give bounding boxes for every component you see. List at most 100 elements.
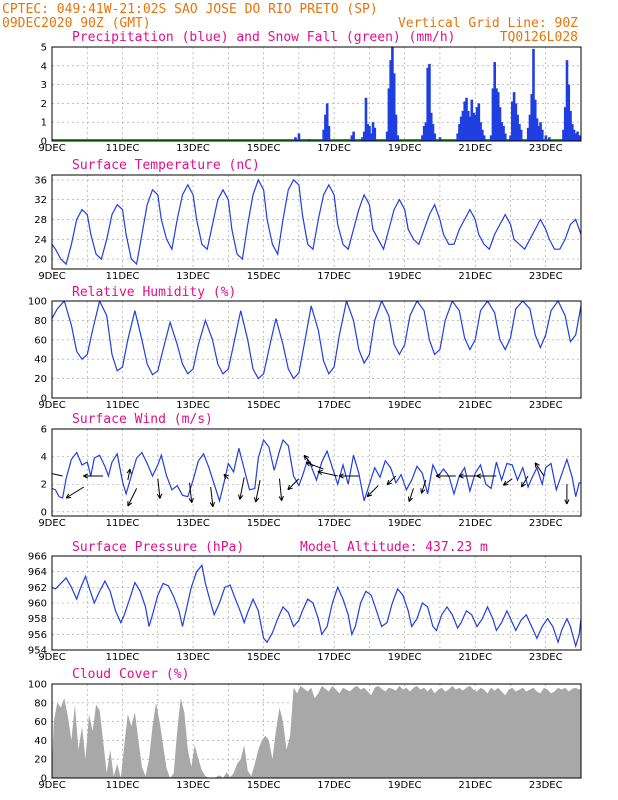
precipitation-bar: [526, 127, 530, 141]
cloud-cover-ytick-label: 20: [34, 755, 47, 766]
precipitation-bar: [371, 122, 375, 141]
precipitation-xtick-label: 19DEC: [388, 143, 422, 154]
header-model-id: TQ0126L028: [500, 30, 578, 45]
pressure-ytick-label: 962: [28, 583, 47, 594]
pressure-ytick-label: 954: [28, 646, 47, 657]
temperature-title: Surface Temperature (nC): [72, 158, 260, 173]
precipitation-panel: 0 1 2 3 4 5 9DEC 11DEC 13DEC 15DEC 17DEC 19DEC 21DEC…: [38, 30, 582, 154]
cloud-cover-area: [52, 685, 581, 778]
wind-arrow-head: [420, 488, 426, 494]
wind-arrow-head: [476, 473, 482, 479]
wind-arrow-head: [156, 493, 163, 499]
header-station-line: CPTEC: 049:41W-21:02S SAO JOSE DO RIO PR…: [2, 2, 378, 17]
humidity-panel: 0 20 40 60 80 100 9DEC 11DEC 13DEC 15DEC 17DEC 19DE…: [28, 285, 582, 411]
wind-arrow: [408, 488, 414, 502]
wind-arrow-head: [502, 480, 509, 486]
precipitation-xtick-label: 15DEC: [247, 143, 281, 154]
wind-arrow-head: [65, 493, 72, 499]
wind-xtick-label: 15DEC: [247, 518, 281, 529]
precipitation-bar: [459, 116, 463, 141]
precipitation-bar: [477, 103, 481, 141]
cloud-cover-xtick-label: 9DEC: [38, 780, 65, 791]
pressure-xtick-label: 21DEC: [458, 652, 492, 663]
precipitation-bar: [324, 114, 327, 141]
pressure-ytick-label: 958: [28, 614, 47, 625]
wind-arrow: [127, 488, 138, 507]
precipitation-bar: [297, 133, 301, 141]
wind-arrow-head: [338, 473, 344, 479]
wind-arrow: [52, 473, 63, 477]
pressure-line: [52, 564, 581, 649]
temperature-ytick-label: 28: [34, 215, 47, 226]
precipitation-bar: [431, 124, 435, 141]
wind-arrow-head: [317, 469, 323, 476]
wind-ytick-label: 0: [41, 507, 47, 518]
precipitation-bar: [391, 47, 394, 141]
pressure-xtick-label: 15DEC: [247, 652, 281, 663]
precipitation-bar: [528, 114, 532, 141]
precipitation-xtick-label: 23DEC: [529, 143, 563, 154]
wind-xtick-label: 13DEC: [176, 518, 210, 529]
humidity-ytick-label: 40: [34, 355, 47, 366]
wind-arrow: [65, 486, 85, 499]
precipitation-bar: [563, 107, 567, 141]
temperature-xtick-label: 19DEC: [388, 271, 422, 282]
wind-arrow: [239, 477, 245, 500]
precipitation-ytick-label: 4: [41, 61, 47, 72]
precipitation-bar: [368, 125, 371, 141]
cloud-cover-ytick-label: 60: [34, 717, 47, 728]
wind-xtick-label: 11DEC: [106, 518, 140, 529]
precipitation-bar: [574, 133, 578, 141]
precipitation-bar: [461, 110, 465, 141]
cloud-cover-ytick-label: 80: [34, 698, 47, 709]
precipitation-bar: [422, 125, 426, 141]
precipitation-bar: [565, 60, 569, 141]
wind-arrow: [127, 468, 131, 481]
temperature-xtick-label: 13DEC: [176, 271, 210, 282]
wind-arrow: [210, 486, 214, 507]
wind-arrow-head: [188, 497, 194, 503]
humidity-ytick-label: 80: [34, 316, 47, 327]
precipitation-bar: [421, 135, 424, 141]
temperature-line: [52, 178, 581, 266]
precipitation-bar: [308, 139, 311, 141]
precipitation-bar: [576, 131, 579, 141]
precipitation-bar: [394, 114, 398, 141]
precipitation-bar: [389, 60, 392, 141]
precipitation-bar: [500, 122, 504, 141]
humidity-xtick-label: 13DEC: [176, 400, 210, 411]
pressure-xtick-label: 19DEC: [388, 652, 422, 663]
cloud-cover-xtick-label: 15DEC: [247, 780, 281, 791]
cloud-cover-ytick-label: 100: [28, 680, 47, 691]
precipitation-bar: [428, 63, 431, 141]
precipitation-frame: [51, 46, 582, 142]
precipitation-bar: [429, 112, 433, 141]
precipitation-bar: [519, 129, 523, 141]
precipitation-bar: [327, 125, 331, 141]
precipitation-xtick-label: 9DEC: [38, 143, 65, 154]
wind-arrow-head: [127, 500, 133, 507]
wind-arrow: [305, 461, 324, 470]
pressure-panel: 954 956 958 960 962 964 966 9DEC 11DEC 13DEC 15DEC…: [28, 540, 582, 663]
header-grid-line-note: Vertical Grid Line: 90Z: [398, 16, 578, 31]
wind-ytick-label: 6: [41, 425, 47, 436]
wind-arrow: [420, 479, 427, 494]
cloud-cover-ytick-label: 40: [34, 736, 47, 747]
precipitation-bar: [496, 92, 500, 141]
wind-arrow-head: [303, 454, 309, 461]
precipitation-plot-area: [52, 47, 581, 141]
precipitation-bar: [352, 131, 355, 141]
precipitation-bar: [511, 101, 514, 141]
precipitation-bar: [470, 99, 474, 141]
pressure-ytick-label: 960: [28, 599, 47, 610]
wind-arrow: [255, 479, 261, 503]
precipitation-ytick-label: 1: [41, 118, 47, 129]
pressure-ytick-label: 964: [28, 567, 47, 578]
humidity-xtick-label: 23DEC: [529, 400, 563, 411]
precipitation-bar: [541, 129, 544, 141]
temperature-plot-area: [52, 178, 581, 266]
wind-arrow-head: [534, 462, 540, 468]
humidity-xtick-label: 21DEC: [458, 400, 492, 411]
pressure-ytick-label: 956: [28, 630, 47, 641]
